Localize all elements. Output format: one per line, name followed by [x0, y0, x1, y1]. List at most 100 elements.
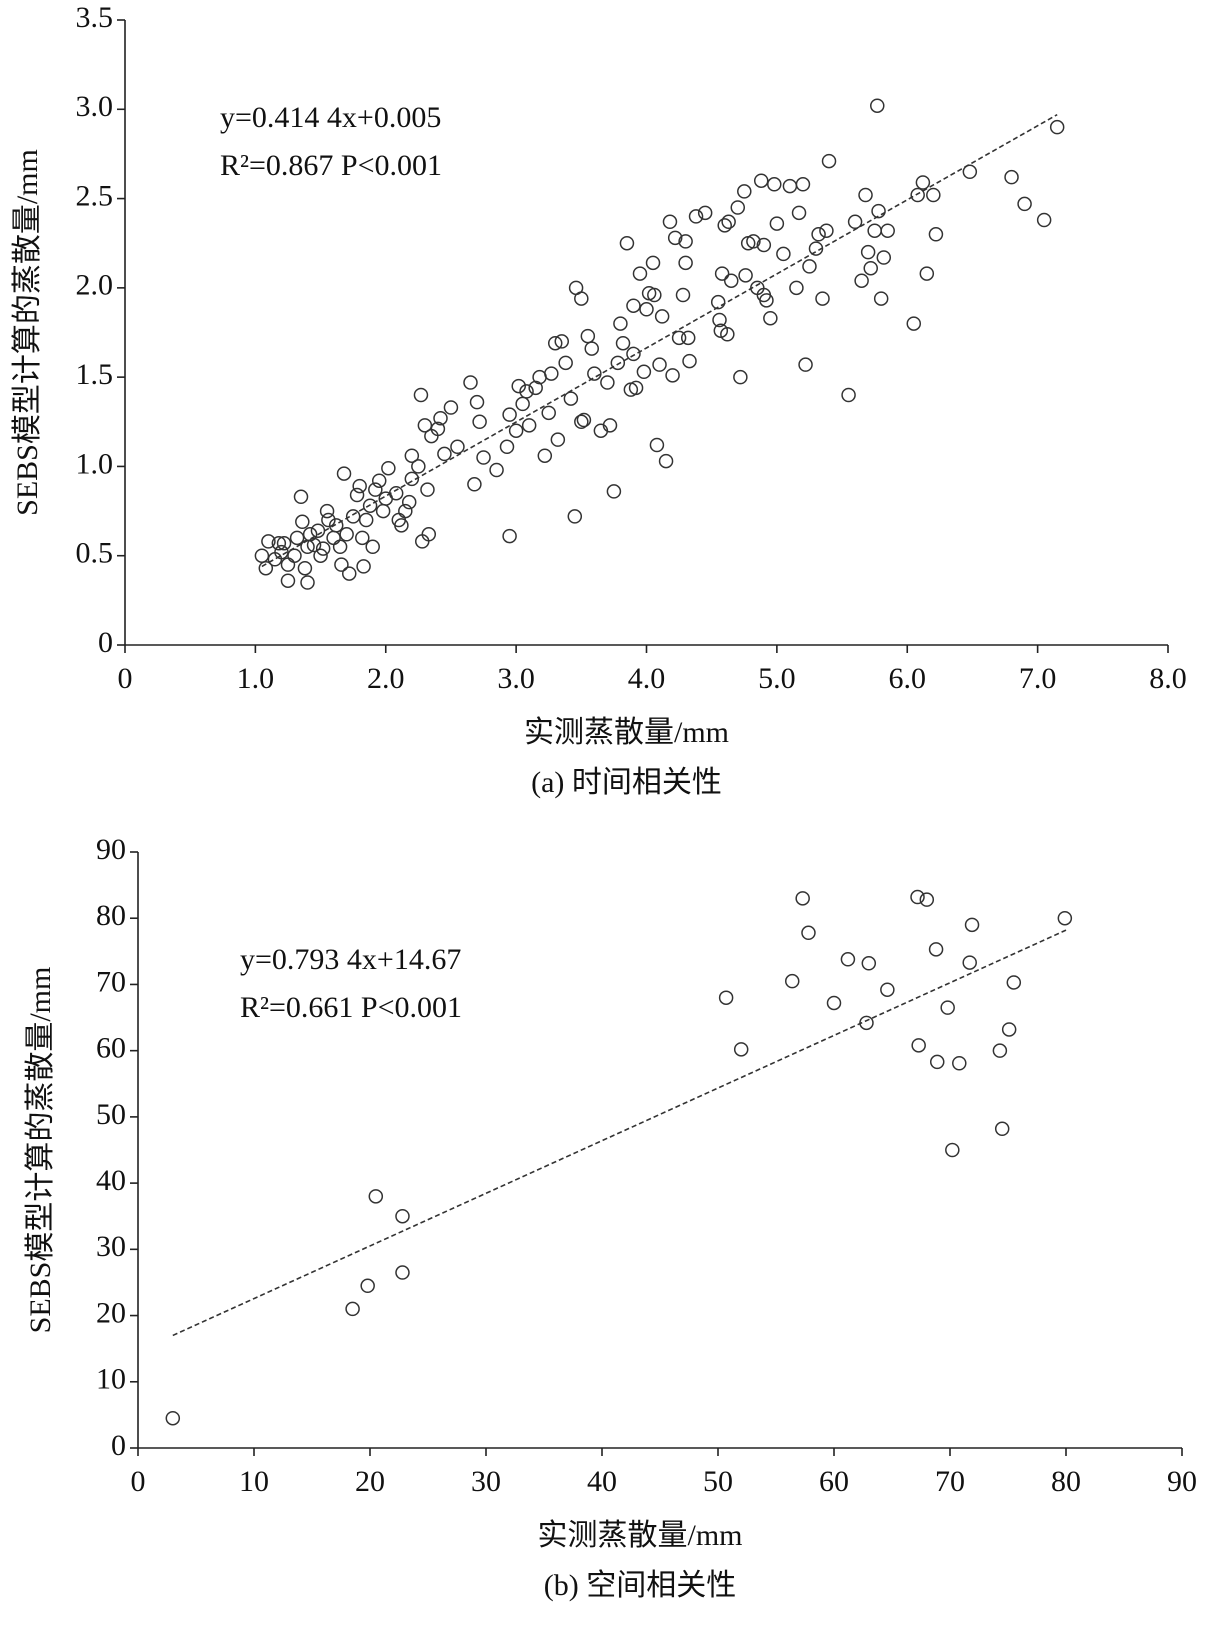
data-point [928, 942, 944, 957]
data-point [652, 357, 667, 372]
y-tick-label: 10 [96, 1363, 126, 1396]
data-point [336, 466, 352, 481]
data-point [339, 527, 354, 542]
x-tick-label: 0 [118, 662, 133, 695]
y-tick-label: 1.0 [76, 447, 114, 480]
data-point [345, 509, 361, 524]
data-point [371, 473, 387, 488]
data-point [645, 255, 661, 271]
data-point [554, 334, 570, 349]
data-point [450, 439, 465, 455]
y-axis-label: SEBS模型计算的蒸散量/mm [24, 967, 57, 1334]
data-point [398, 503, 413, 519]
x-tick-label: 70 [935, 1465, 965, 1498]
data-point [678, 255, 693, 271]
data-point [355, 530, 370, 546]
data-point [467, 477, 482, 492]
data-point [362, 498, 378, 513]
data-point [476, 450, 491, 465]
x-tick-label: 40 [587, 1465, 617, 1498]
data-point [550, 432, 566, 447]
data-point [721, 214, 736, 230]
data-point [280, 557, 296, 572]
data-point [271, 535, 287, 551]
data-point [994, 1121, 1010, 1137]
y-tick-label: 0 [111, 1429, 126, 1462]
data-point [876, 250, 892, 265]
data-point [574, 414, 589, 430]
data-point [840, 952, 856, 967]
data-point [678, 234, 693, 249]
data-point [626, 346, 641, 362]
data-point [365, 539, 380, 555]
data-point [511, 378, 526, 394]
data-point [873, 291, 889, 306]
data-point [576, 412, 592, 428]
data-point [328, 518, 344, 533]
data-point [910, 889, 925, 905]
data-point [413, 387, 429, 403]
data-point [381, 460, 396, 476]
data-point [567, 509, 583, 524]
data-point [297, 560, 313, 576]
data-point [738, 268, 753, 283]
data-point [547, 335, 563, 351]
data-point [658, 453, 674, 469]
data-point [295, 514, 310, 530]
data-point [867, 223, 882, 238]
data-point [587, 366, 602, 381]
data-point [261, 534, 276, 549]
data-point [544, 366, 559, 381]
y-axis-label: SEBS模型计算的蒸散量/mm [11, 149, 44, 516]
data-point [349, 487, 365, 503]
data-point [537, 448, 553, 463]
data-point [1057, 910, 1073, 926]
data-point [733, 369, 748, 385]
y-tick-label: 30 [96, 1230, 126, 1263]
data-point [499, 439, 515, 455]
data-point [717, 218, 732, 233]
data-point [821, 153, 837, 169]
data-point [437, 446, 452, 462]
y-tick-label: 70 [96, 965, 126, 998]
data-point [859, 1015, 874, 1031]
x-tick-label: 80 [1051, 1465, 1081, 1498]
data-point [1001, 1022, 1017, 1037]
data-point [858, 187, 873, 203]
data-point [718, 990, 734, 1005]
data-point [710, 294, 726, 310]
data-point [421, 527, 437, 542]
data-point [1006, 975, 1022, 990]
x-tick-label: 20 [355, 1465, 385, 1498]
data-point [776, 246, 791, 262]
x-tick-label: 0 [131, 1465, 146, 1498]
data-point [815, 291, 830, 306]
data-point [489, 462, 504, 478]
fit-line [261, 113, 1058, 568]
data-point [819, 223, 834, 238]
y-tick-label: 3.5 [76, 1, 114, 34]
data-point [472, 414, 487, 430]
data-point [647, 287, 662, 303]
data-point [345, 1301, 360, 1317]
data-point [926, 187, 941, 203]
data-point [880, 982, 895, 997]
data-point [730, 200, 746, 215]
y-tick-label: 1.5 [76, 358, 114, 391]
data-point [508, 423, 524, 438]
data-point [753, 173, 769, 188]
y-tick-label: 3.0 [76, 90, 114, 123]
data-point [1036, 212, 1052, 228]
data-point [341, 566, 357, 581]
data-point [733, 1042, 749, 1057]
data-point [737, 184, 752, 199]
data-point [274, 544, 289, 560]
annotation: y=0.414 4x+0.005 [220, 101, 441, 134]
data-point [293, 489, 309, 505]
data-point [334, 557, 349, 572]
data-point [798, 357, 813, 372]
data-point [606, 484, 622, 499]
data-point [532, 369, 547, 385]
data-point [528, 380, 543, 396]
